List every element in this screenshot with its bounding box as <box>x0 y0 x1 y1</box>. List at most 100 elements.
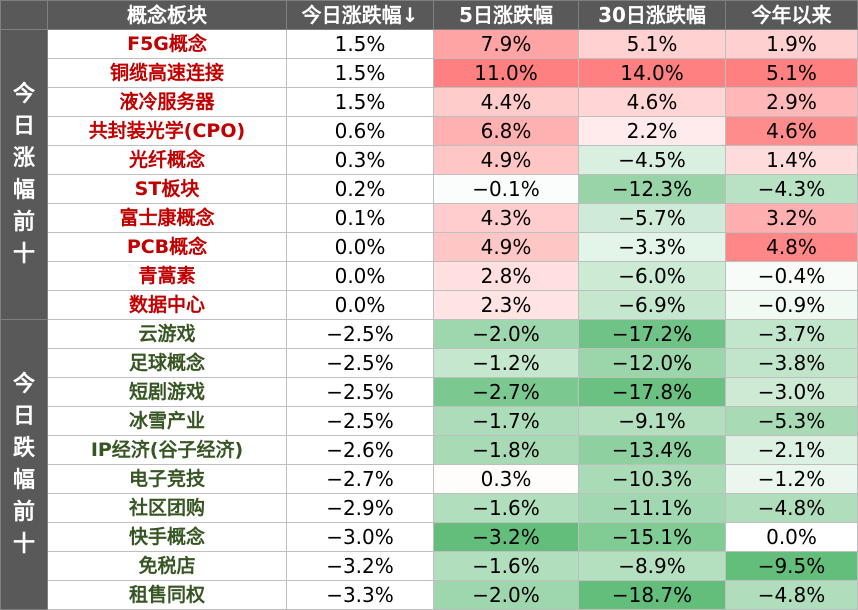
sector-name[interactable]: F5G概念 <box>47 29 287 59</box>
table-row[interactable]: 数据中心 0.0% 2.3% −6.9% −0.9% <box>1 290 858 320</box>
cell-ytd: −9.5% <box>725 551 858 581</box>
cell-d5: −2.0% <box>433 319 579 349</box>
cell-d30: −8.9% <box>578 551 726 581</box>
cell-ytd: 2.9% <box>725 87 858 117</box>
cell-d5: 2.3% <box>433 290 579 320</box>
table-row[interactable]: 今日跌幅前十云游戏 −2.5% −2.0% −17.2% −3.7% <box>0 319 858 610</box>
cell-today: 0.6% <box>286 116 434 146</box>
table-row[interactable]: 电子竞技 −2.7% 0.3% −10.3% −1.2% <box>1 464 858 494</box>
table-row[interactable]: 富士康概念 0.1% 4.3% −5.7% 3.2% <box>1 203 858 233</box>
cell-ytd: −4.3% <box>725 174 858 204</box>
cell-d30: −10.3% <box>578 464 726 494</box>
sector-name[interactable]: 铜缆高速连接 <box>47 58 287 88</box>
sector-name[interactable]: 数据中心 <box>47 290 287 320</box>
table-row[interactable]: 今日涨幅前十 F5G概念 1.5% 7.9% 5.1% 1.9% <box>0 29 858 320</box>
cell-today: −2.5% <box>286 406 434 436</box>
cell-ytd: 1.4% <box>725 145 858 175</box>
cell-d5: −2.0% <box>433 580 579 610</box>
table-row[interactable]: PCB概念 0.0% 4.9% −3.3% 4.8% <box>1 232 858 262</box>
table-row[interactable]: ST板块 0.2% −0.1% −12.3% −4.3% <box>1 174 858 204</box>
header-row: 概念板块 今日涨跌幅↓ 5日涨跌幅 30日涨跌幅 今年以来 <box>0 0 858 30</box>
col-header-30d[interactable]: 30日涨跌幅 <box>578 0 726 30</box>
table-row[interactable]: 冰雪产业 −2.5% −1.7% −9.1% −5.3% <box>1 406 858 436</box>
cell-d30: −5.7% <box>578 203 726 233</box>
table-row[interactable]: 足球概念 −2.5% −1.2% −12.0% −3.8% <box>1 348 858 378</box>
cell-ytd: 4.6% <box>725 116 858 146</box>
table-row[interactable]: 快手概念 −3.0% −3.2% −15.1% 0.0% <box>1 522 858 552</box>
cell-d30: 2.2% <box>578 116 726 146</box>
cell-d5: −1.2% <box>433 348 579 378</box>
cell-today: −2.7% <box>286 464 434 494</box>
cell-today: −2.5% <box>286 319 434 349</box>
cell-today: 0.0% <box>286 232 434 262</box>
cell-d5: −0.1% <box>433 174 579 204</box>
cell-d5: 0.3% <box>433 464 579 494</box>
cell-today: 0.0% <box>286 290 434 320</box>
cell-d5: −1.6% <box>433 551 579 581</box>
table-row[interactable]: 共封装光学(CPO) 0.6% 6.8% 2.2% 4.6% <box>1 116 858 146</box>
cell-ytd: −4.8% <box>725 493 858 523</box>
cell-ytd: 0.0% <box>725 522 858 552</box>
sector-name[interactable]: 富士康概念 <box>47 203 287 233</box>
cell-today: 1.5% <box>286 87 434 117</box>
cell-d30: −12.0% <box>578 348 726 378</box>
table-row[interactable]: 租售同权 −3.3% −2.0% −18.7% −4.8% <box>1 580 858 610</box>
table-row[interactable]: 青蒿素 0.0% 2.8% −6.0% −0.4% <box>1 261 858 291</box>
cell-ytd: 5.1% <box>725 58 858 88</box>
cell-today: −3.0% <box>286 522 434 552</box>
cell-d5: 2.8% <box>433 261 579 291</box>
table-row[interactable]: 液冷服务器 1.5% 4.4% 4.6% 2.9% <box>1 87 858 117</box>
cell-d5: 7.9% <box>433 29 579 59</box>
sector-name[interactable]: 社区团购 <box>47 493 287 523</box>
cell-d30: −6.9% <box>578 290 726 320</box>
group-label-top-losers: 今日跌幅前十 <box>0 319 48 610</box>
cell-d5: 4.9% <box>433 145 579 175</box>
sector-name[interactable]: 共封装光学(CPO) <box>47 116 287 146</box>
table-row[interactable]: 社区团购 −2.9% −1.6% −11.1% −4.8% <box>1 493 858 523</box>
sector-name[interactable]: 光纤概念 <box>47 145 287 175</box>
cell-d30: 4.6% <box>578 87 726 117</box>
cell-d5: −1.7% <box>433 406 579 436</box>
cell-d30: −18.7% <box>578 580 726 610</box>
sector-name[interactable]: 足球概念 <box>47 348 287 378</box>
cell-ytd: −3.8% <box>725 348 858 378</box>
cell-today: −3.2% <box>286 551 434 581</box>
cell-today: 0.1% <box>286 203 434 233</box>
cell-d30: −17.2% <box>578 319 726 349</box>
cell-d5: 6.8% <box>433 116 579 146</box>
cell-today: −3.3% <box>286 580 434 610</box>
sector-name[interactable]: 短剧游戏 <box>47 377 287 407</box>
table-row[interactable]: 铜缆高速连接 1.5% 11.0% 14.0% 5.1% <box>1 58 858 88</box>
cell-ytd: −5.3% <box>725 406 858 436</box>
col-header-5d[interactable]: 5日涨跌幅 <box>433 0 579 30</box>
cell-d5: −3.2% <box>433 522 579 552</box>
sector-name[interactable]: 免税店 <box>47 551 287 581</box>
sector-name[interactable]: 液冷服务器 <box>47 87 287 117</box>
table-row[interactable]: 短剧游戏 −2.5% −2.7% −17.8% −3.0% <box>1 377 858 407</box>
sector-name[interactable]: ST板块 <box>47 174 287 204</box>
sector-name[interactable]: 快手概念 <box>47 522 287 552</box>
col-header-today[interactable]: 今日涨跌幅↓ <box>286 0 434 30</box>
sector-name[interactable]: 租售同权 <box>47 580 287 610</box>
cell-d5: −1.6% <box>433 493 579 523</box>
sector-name[interactable]: 青蒿素 <box>47 261 287 291</box>
cell-today: −2.6% <box>286 435 434 465</box>
sector-name[interactable]: 云游戏 <box>47 319 287 349</box>
col-header-ytd[interactable]: 今年以来 <box>725 0 858 30</box>
sector-name[interactable]: 冰雪产业 <box>47 406 287 436</box>
cell-today: −2.5% <box>286 377 434 407</box>
cell-ytd: −0.4% <box>725 261 858 291</box>
cell-d5: 4.3% <box>433 203 579 233</box>
cell-today: 0.2% <box>286 174 434 204</box>
table-row[interactable]: 免税店 −3.2% −1.6% −8.9% −9.5% <box>1 551 858 581</box>
cell-today: −2.9% <box>286 493 434 523</box>
table-row[interactable]: 光纤概念 0.3% 4.9% −4.5% 1.4% <box>1 145 858 175</box>
table-row[interactable]: IP经济(谷子经济) −2.6% −1.8% −13.4% −2.1% <box>1 435 858 465</box>
sector-name[interactable]: PCB概念 <box>47 232 287 262</box>
cell-ytd: 3.2% <box>725 203 858 233</box>
sector-name[interactable]: IP经济(谷子经济) <box>47 435 287 465</box>
col-header-name[interactable]: 概念板块 <box>47 0 287 30</box>
sector-name[interactable]: 电子竞技 <box>47 464 287 494</box>
group-label-top-gainers: 今日涨幅前十 <box>0 29 48 320</box>
